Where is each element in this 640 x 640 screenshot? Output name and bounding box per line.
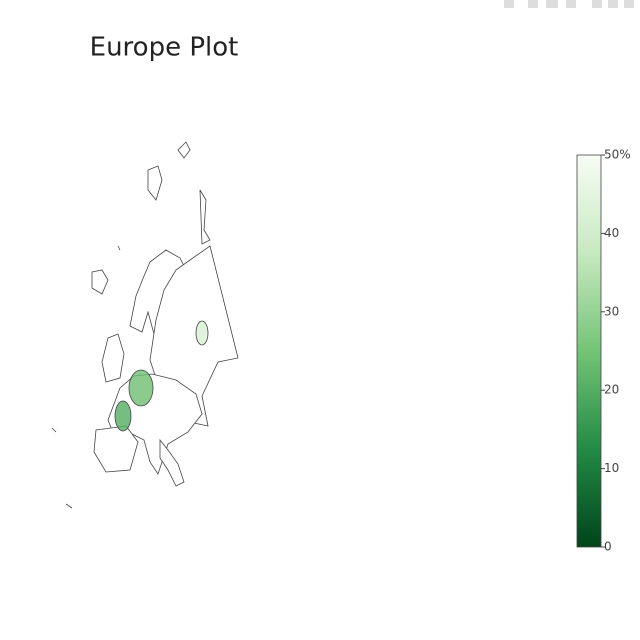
colorbar-tick-label: 10: [604, 461, 619, 475]
colorbar-tick-label: 30: [604, 304, 619, 318]
bubble: [114, 400, 132, 432]
colorbar-tick-label: 50%: [604, 148, 631, 162]
colorbar: [576, 154, 602, 548]
bubble: [195, 320, 209, 346]
bubble: [128, 369, 154, 407]
modebar[interactable]: [504, 0, 634, 8]
colorbar-tick-label: 0: [604, 540, 612, 554]
chart-title: Europe Plot: [90, 33, 239, 63]
colorbar-tick-label: 20: [604, 383, 619, 397]
colorbar-tick-label: 40: [604, 226, 619, 240]
map-outline: [51, 141, 239, 509]
